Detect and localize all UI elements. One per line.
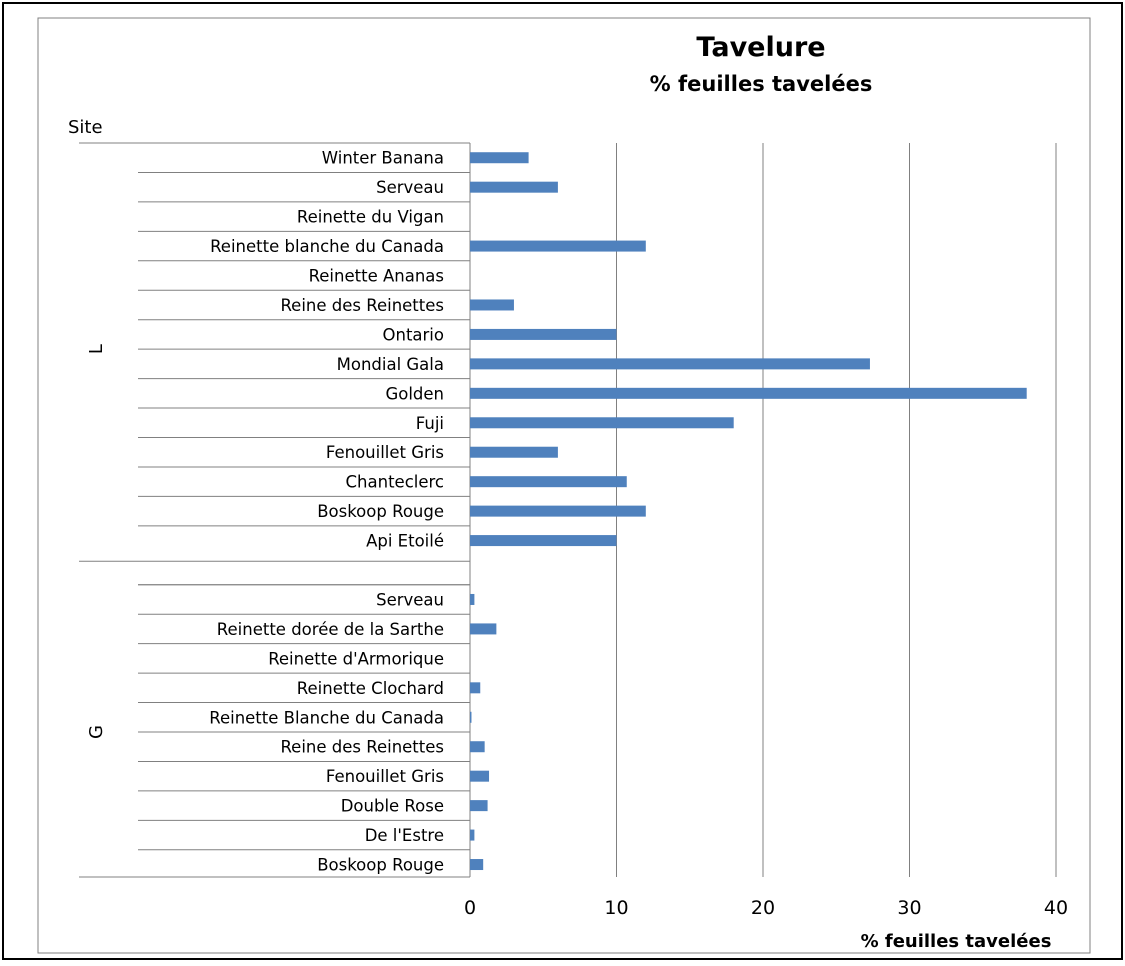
category-label: Chanteclerc [346, 473, 444, 492]
category-label: Reinette Clochard [297, 679, 444, 698]
category-label: Reinette blanche du Canada [210, 237, 444, 256]
chart-subtitle: % feuilles tavelées [650, 72, 873, 96]
bar [470, 800, 488, 812]
category-label: Reinette du Vigan [297, 208, 444, 227]
category-label: Reine des Reinettes [280, 738, 444, 757]
bar [470, 829, 475, 841]
bar [470, 299, 514, 311]
x-tick-label: 20 [751, 897, 775, 919]
category-label: Winter Banana [322, 149, 444, 168]
bar [470, 476, 627, 488]
category-label: Fuji [416, 414, 444, 433]
bar [470, 770, 490, 782]
chart-area-border [37, 17, 1091, 954]
category-label: De l'Estre [365, 826, 444, 845]
category-label: Fenouillet Gris [326, 443, 444, 462]
category-label: Reinette dorée de la Sarthe [217, 620, 444, 639]
x-tick-label: 40 [1044, 897, 1068, 919]
bar [470, 741, 485, 753]
x-axis-title: % feuilles tavelées [861, 931, 1052, 952]
category-label: Reinette d'Armorique [268, 649, 444, 668]
category-label: Serveau [376, 590, 444, 609]
category-label: Boskoop Rouge [317, 856, 444, 875]
category-label: Double Rose [341, 797, 444, 816]
bar [470, 859, 484, 871]
bar [470, 387, 1027, 399]
bar [470, 623, 497, 635]
x-tick-label: 30 [897, 897, 921, 919]
group-header-label: Site [68, 117, 103, 138]
bar [470, 417, 734, 429]
bar [470, 240, 646, 252]
category-label: Ontario [383, 325, 445, 344]
bar [470, 505, 646, 517]
category-label: Serveau [376, 178, 444, 197]
bar [470, 181, 558, 193]
category-label: Reine des Reinettes [280, 296, 444, 315]
x-tick-label: 0 [464, 897, 476, 919]
bar [470, 328, 617, 340]
bar [470, 446, 558, 458]
category-label: Reinette Blanche du Canada [209, 708, 444, 727]
category-layer: Winter Banana Serveau Reinette du Vigan Rei… [79, 142, 470, 875]
bar [470, 682, 481, 694]
group-label: L [86, 344, 107, 354]
bar [470, 711, 472, 723]
bar [470, 358, 870, 370]
chart-title: Tavelure [696, 32, 825, 63]
bar [470, 535, 617, 547]
category-label: Boskoop Rouge [317, 502, 444, 521]
group-label: G [86, 725, 107, 739]
bar-layer [470, 152, 1027, 871]
category-label: Reinette Ananas [309, 267, 444, 286]
category-label: Mondial Gala [337, 355, 444, 374]
tick-layer: 0 10 20 30 40 [464, 897, 1068, 919]
bar [470, 593, 475, 605]
category-label: Fenouillet Gris [326, 767, 444, 786]
bar [470, 152, 529, 164]
category-label: Api Etoilé [366, 532, 444, 551]
x-tick-label: 10 [604, 897, 628, 919]
category-label: Golden [385, 384, 444, 403]
